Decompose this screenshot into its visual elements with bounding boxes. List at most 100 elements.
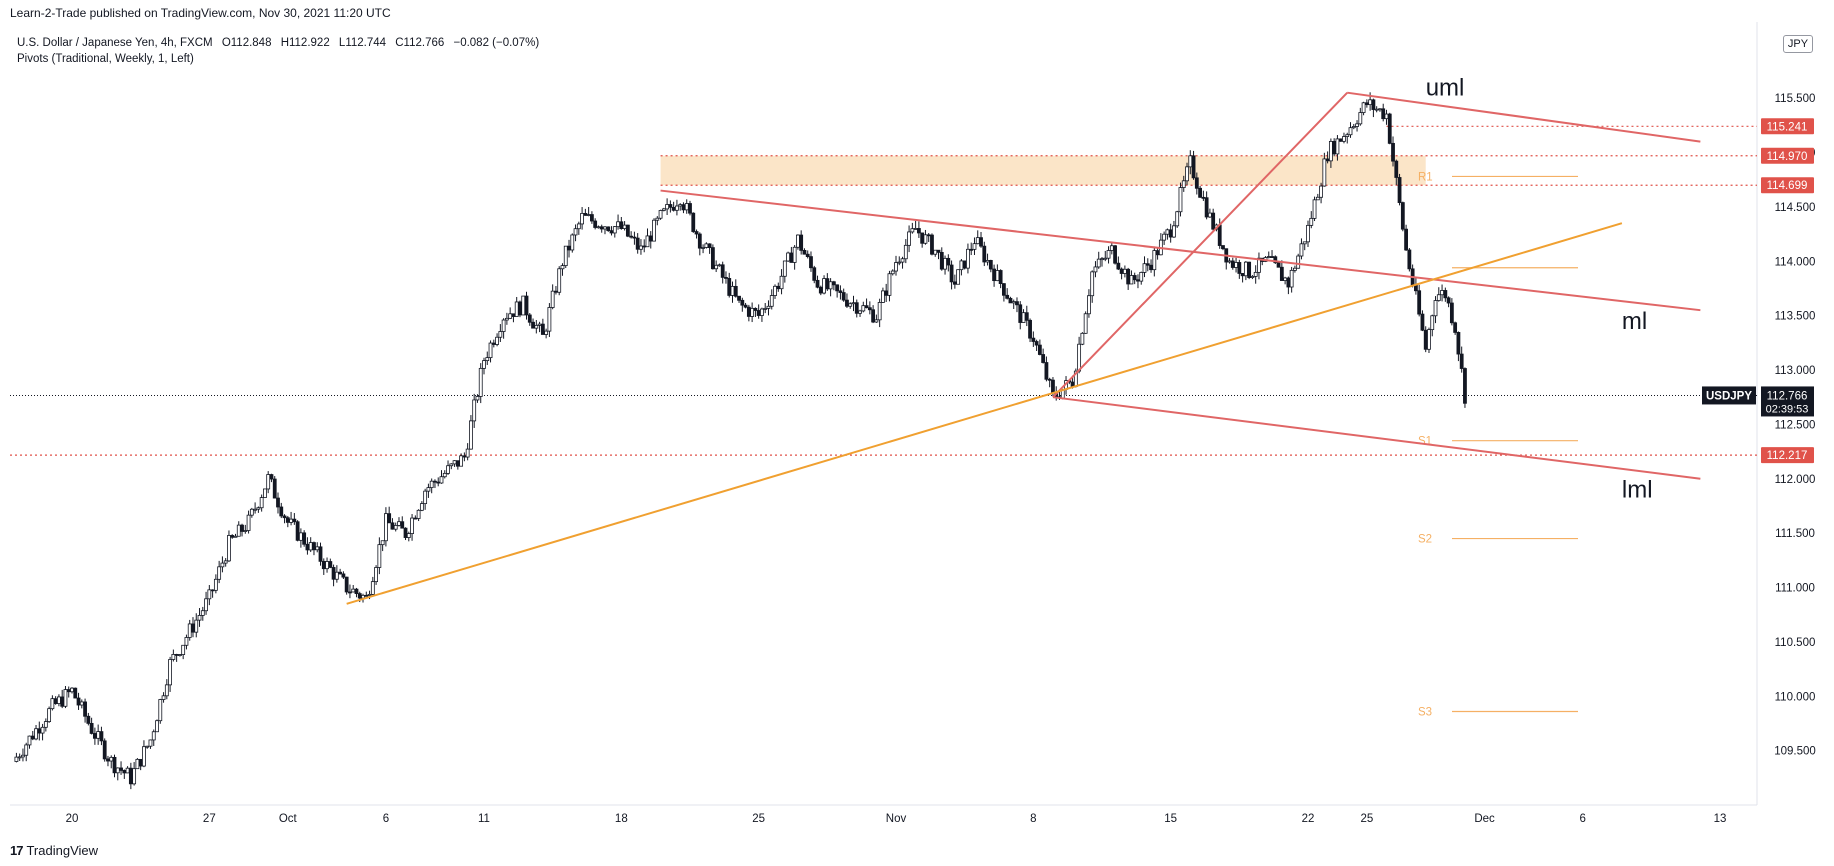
candle-body: [508, 313, 513, 319]
candle-body: [145, 745, 150, 748]
candle-body: [174, 654, 179, 656]
candle-body: [792, 246, 797, 263]
symbol-name[interactable]: U.S. Dollar / Japanese Yen, 4h, FXCM: [17, 37, 213, 49]
candle-body: [962, 260, 967, 269]
candle-body: [845, 299, 849, 307]
candle-body: [455, 460, 460, 467]
candle-body: [831, 281, 836, 286]
candle-body: [338, 571, 343, 575]
candle-body: [380, 540, 385, 546]
candle-body: [423, 490, 428, 505]
tradingview-logo-text: TradingView: [26, 843, 99, 858]
candle-body: [1348, 127, 1353, 136]
candle-body: [92, 733, 97, 739]
candle-body: [972, 243, 977, 250]
candle-body: [632, 236, 637, 239]
candle-body: [1433, 300, 1438, 317]
time-tick-label: 27: [203, 813, 216, 825]
candle-body: [491, 342, 496, 345]
candle-body: [1149, 264, 1153, 271]
candle-body: [616, 221, 620, 228]
candle-body: [956, 269, 961, 285]
candle-body: [995, 270, 1000, 282]
candle-body: [459, 455, 464, 467]
candle-body: [949, 264, 954, 283]
candle-body: [436, 481, 441, 484]
candle-body: [1240, 273, 1245, 277]
candle-body: [1015, 301, 1019, 306]
candle-body: [652, 219, 656, 242]
candle-body: [1423, 329, 1428, 350]
candle-body: [217, 566, 222, 580]
candle-body: [348, 591, 352, 594]
candle-body: [501, 319, 506, 332]
time-tick-label: 18: [615, 813, 628, 825]
published-by: Learn-2-Trade published on TradingView.c…: [10, 6, 391, 20]
candle-body: [1342, 136, 1346, 142]
candle-body: [1384, 113, 1389, 120]
candle-body: [1381, 108, 1386, 120]
candle-body: [625, 224, 630, 237]
candle-body: [1332, 141, 1337, 155]
time-tick-label: 22: [1302, 813, 1315, 825]
candle-body: [655, 217, 660, 221]
candle-body: [1394, 160, 1399, 178]
candle-body: [465, 448, 470, 458]
price-tick-label: 110.500: [1775, 637, 1816, 649]
candle-body: [364, 594, 369, 597]
price-level-tag: [1761, 447, 1814, 464]
candle-body: [936, 249, 941, 253]
candle-body: [881, 290, 885, 303]
candle-body: [671, 206, 676, 211]
candle-body: [305, 543, 310, 551]
candle-body: [387, 513, 392, 524]
candle-body: [1096, 258, 1101, 268]
candle-body: [567, 245, 571, 251]
current-price-label: 112.766: [1767, 390, 1808, 402]
candle-body: [1113, 245, 1117, 264]
candle-body: [838, 290, 843, 293]
pivots-indicator-label[interactable]: Pivots (Traditional, Weekly, 1, Left): [17, 53, 194, 65]
candle-body: [1018, 304, 1023, 323]
candle-body: [132, 768, 137, 785]
candle-body: [1443, 290, 1448, 299]
candle-body: [285, 517, 290, 523]
price-tick-label: 110.000: [1775, 691, 1816, 703]
candle-body: [1109, 245, 1114, 251]
candle-body: [812, 267, 817, 281]
candle-body: [119, 767, 123, 771]
candle-body: [982, 245, 987, 263]
currency-badge[interactable]: JPY: [1783, 35, 1813, 53]
candle-body: [1181, 180, 1186, 188]
candle-body: [933, 249, 938, 255]
candle-body: [1358, 112, 1363, 125]
candle-body: [619, 221, 624, 230]
candle-body: [1201, 196, 1206, 199]
candle-body: [40, 726, 45, 734]
candle-body: [599, 226, 604, 230]
candle-body: [1227, 260, 1232, 263]
price-tick-label: 111.500: [1775, 528, 1815, 540]
candle-body: [694, 231, 699, 235]
tradingview-logo: 17 TradingView: [10, 843, 98, 858]
candle-body: [1083, 313, 1088, 334]
candle-body: [14, 756, 19, 762]
candle-body: [1420, 313, 1425, 331]
candle-body: [259, 497, 264, 509]
candle-body: [1355, 123, 1359, 127]
candle-body: [1322, 158, 1327, 187]
candle-body: [710, 247, 715, 270]
candle-body: [910, 228, 915, 233]
candle-body: [1374, 108, 1379, 111]
candle-body: [328, 561, 333, 568]
candle-body: [550, 290, 555, 308]
candle-body: [1387, 113, 1392, 144]
candle-body: [583, 212, 588, 216]
candle-body: [1185, 166, 1189, 182]
candle-body: [518, 301, 522, 316]
chart-annotation: uml: [1426, 74, 1465, 101]
candle-body: [30, 735, 35, 740]
candle-body: [985, 260, 990, 263]
candle-body: [900, 258, 905, 263]
